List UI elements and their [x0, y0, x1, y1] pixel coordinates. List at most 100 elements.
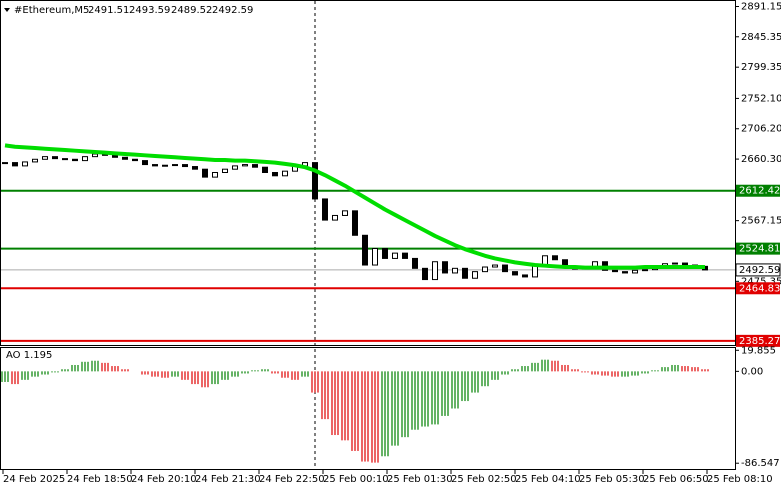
candle — [252, 164, 258, 168]
candle — [272, 172, 278, 177]
main-panel — [0, 0, 736, 346]
candle — [132, 158, 138, 162]
level-label-box — [736, 242, 780, 255]
candle — [52, 156, 58, 160]
candle — [282, 170, 288, 177]
candle — [492, 264, 498, 268]
level-label: 2612.42 — [739, 186, 780, 197]
candle — [32, 158, 38, 163]
quote-low: 2489.52 — [171, 5, 212, 16]
x-tick-label: 24 Feb 22:50 — [259, 474, 325, 485]
candle — [232, 165, 238, 170]
candle — [432, 261, 438, 281]
candle — [72, 158, 78, 162]
y-tick-label: 19.855 — [741, 345, 776, 356]
candle — [422, 267, 428, 281]
y-tick-label: 2475.35 — [741, 276, 781, 287]
candle — [342, 210, 348, 216]
candle — [332, 214, 338, 221]
x-tick-label: 25 Feb 08:10 — [707, 474, 773, 485]
y-tick-label: 0.00 — [741, 366, 763, 377]
candle — [472, 271, 478, 279]
ao-title: AO 1.195 — [6, 350, 52, 361]
x-tick-label: 24 Feb 20:10 — [131, 474, 197, 485]
candle — [242, 164, 248, 167]
candle — [82, 156, 88, 162]
x-tick-label: 25 Feb 01:30 — [387, 474, 453, 485]
candle — [452, 267, 458, 274]
candle — [612, 269, 618, 273]
level-label-box — [736, 184, 780, 197]
candle — [352, 210, 358, 236]
candle — [462, 267, 468, 279]
candle — [92, 153, 98, 158]
candle — [402, 252, 408, 259]
candle — [482, 266, 488, 273]
candle — [152, 164, 158, 167]
candle — [322, 198, 328, 221]
candle — [22, 161, 28, 167]
candle — [222, 168, 228, 174]
y-tick-label: 2891.15 — [741, 2, 781, 13]
candle — [552, 255, 558, 261]
candle — [142, 160, 148, 166]
x-tick-label: 25 Feb 02:50 — [451, 474, 517, 485]
level-label: 2524.81 — [739, 244, 780, 255]
candle — [382, 248, 388, 259]
level-label-box — [736, 334, 780, 347]
candle — [162, 164, 168, 167]
candle — [522, 274, 528, 278]
price-label-box — [735, 263, 781, 277]
candle — [632, 269, 638, 274]
candle — [172, 164, 178, 167]
candle — [2, 162, 8, 165]
x-tick-label: 25 Feb 05:30 — [579, 474, 645, 485]
x-tick-label: 24 Feb 21:30 — [195, 474, 261, 485]
candle — [362, 234, 368, 266]
candle — [392, 252, 398, 259]
candle — [512, 271, 518, 276]
price-label: 2492.59 — [739, 265, 780, 276]
candle — [412, 257, 418, 269]
quote-open: 2491.51 — [88, 5, 129, 16]
candle — [212, 172, 218, 178]
candle — [442, 261, 448, 274]
x-tick-label: 25 Feb 06:50 — [643, 474, 709, 485]
candle — [42, 156, 48, 160]
y-tick-label: 2706.20 — [741, 124, 781, 135]
candle — [202, 168, 208, 178]
candle — [622, 271, 628, 274]
quote-high: 2493.59 — [129, 5, 170, 16]
candle — [62, 158, 68, 161]
x-tick-label: 24 Feb 18:50 — [67, 474, 133, 485]
quote-close: 2492.59 — [212, 5, 253, 16]
candle — [262, 166, 268, 174]
x-tick-label: 25 Feb 04:10 — [515, 474, 581, 485]
candle — [182, 164, 188, 168]
y-tick-label: 2799.35 — [741, 62, 781, 73]
y-tick-label: 2660.30 — [741, 154, 781, 165]
y-tick-label: 2567.15 — [741, 216, 781, 227]
y-tick-label: 2752.10 — [741, 93, 781, 104]
candle — [682, 262, 688, 266]
candle — [672, 262, 678, 265]
candle — [12, 162, 18, 167]
candle — [312, 162, 318, 200]
level-label: 2464.83 — [739, 283, 780, 294]
candle — [112, 154, 118, 158]
moving-average — [4, 143, 705, 270]
dropdown-icon — [4, 8, 10, 12]
candle — [122, 156, 128, 160]
candle — [642, 269, 648, 272]
y-tick-label: 2845.35 — [741, 32, 781, 43]
candle — [372, 248, 378, 266]
y-tick-label: -86.547 — [741, 458, 780, 469]
level-label: 2385.27 — [739, 336, 780, 347]
level-label-box — [736, 282, 780, 295]
x-tick-label: 24 Feb 2025 — [3, 474, 65, 485]
symbol: #Ethereum,M5 — [14, 5, 89, 16]
candle — [502, 264, 508, 273]
candle — [192, 166, 198, 170]
x-tick-label: 25 Feb 00:10 — [323, 474, 389, 485]
